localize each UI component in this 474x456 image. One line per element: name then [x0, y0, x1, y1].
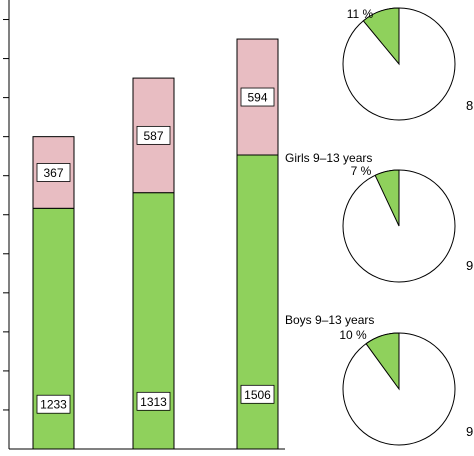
bar-value-label: 1506 [244, 388, 271, 402]
pie-percent-label: 11 % [347, 7, 374, 21]
pie-remainder-label: 9 [466, 258, 473, 273]
pie-slice-highlight [365, 332, 400, 391]
bar-value-label: 594 [247, 91, 267, 105]
bar-value-box [136, 125, 171, 145]
bar-value-box [240, 87, 275, 107]
bar-value-label: 587 [143, 129, 163, 143]
pie-title: Girls 9–13 years [285, 151, 372, 165]
bar-value-box [240, 384, 275, 404]
bar-segment-lower [236, 154, 279, 450]
bar-value-label: 367 [43, 166, 63, 180]
pie-remainder-label: 8 [466, 98, 473, 113]
pie-title: Boys 9–13 years [285, 313, 374, 327]
bar-value-label: 1233 [40, 398, 67, 412]
bar-value-box [36, 163, 71, 182]
pie-remainder-label: 9 [466, 424, 473, 439]
pie-slice-highlight [362, 7, 400, 66]
pie-percent-label: 10 % [339, 328, 367, 342]
bar-value-box [136, 391, 171, 411]
pie-percent-label: 7 % [351, 164, 372, 178]
pie-slice-highlight [374, 169, 400, 227]
bar-value-box [36, 394, 71, 414]
bar-value-label: 1313 [140, 395, 167, 409]
stacked-bar-chart: 1233 367 1313 587 1506 594 [3, 0, 285, 450]
